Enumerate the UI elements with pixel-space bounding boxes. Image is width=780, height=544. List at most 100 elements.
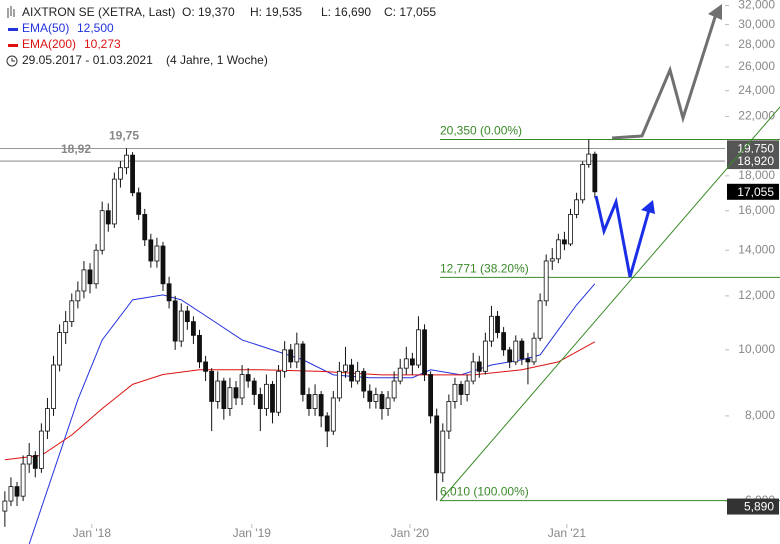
fib-label: 12,771 (38.20%) [440, 262, 529, 276]
y-tick-label: 24,000 [738, 83, 775, 97]
candle-body [361, 370, 367, 392]
blue-arrow-head [641, 200, 655, 214]
x-tick-label: Jan '20 [391, 526, 430, 540]
ema200-name: EMA(200) [22, 37, 76, 51]
candle-body [251, 380, 257, 395]
candle-body [476, 361, 482, 372]
clock-icon [6, 55, 18, 67]
candle-body [440, 430, 446, 474]
candle-body [464, 380, 470, 395]
candle-icon [7, 6, 15, 18]
price-box [727, 498, 779, 515]
candle-body [452, 383, 458, 402]
candle-body [306, 394, 312, 409]
candle-body [312, 394, 318, 409]
candle-body [586, 153, 592, 165]
y-tick-label: 26,000 [738, 59, 775, 73]
ohlc-high: H: 19,535 [250, 5, 302, 19]
y-tick-label: 30,000 [738, 17, 775, 31]
candle-body [63, 321, 69, 333]
ohlc-close: C: 17,055 [384, 5, 436, 19]
candle-body [324, 415, 330, 432]
candle-body [543, 260, 549, 302]
candle-body [142, 214, 148, 241]
candle-body [495, 315, 500, 333]
candle-body [428, 374, 434, 417]
candle-body [32, 455, 38, 469]
candle-body [434, 415, 440, 474]
candle-body [537, 300, 543, 339]
price-box [727, 140, 779, 157]
price-box-label: 5,890 [744, 500, 774, 514]
instrument: AIXTRON SE (XETRA, Last) [22, 5, 175, 19]
candle-body [336, 370, 342, 399]
candle-body [531, 337, 537, 363]
ema-line [4, 341, 596, 461]
candle-body [525, 358, 531, 363]
candle-body [209, 370, 215, 402]
candle-body [501, 332, 507, 351]
candle-body [379, 394, 385, 409]
candle-body [203, 361, 208, 372]
candle-body [45, 408, 50, 432]
candle-body [178, 310, 184, 342]
x-tick-label: Jan '21 [548, 526, 587, 540]
candle-body [416, 329, 421, 366]
level-label: 18,92 [61, 142, 91, 156]
y-tick-label: 18,000 [738, 168, 775, 182]
ema-line [28, 283, 596, 544]
candle-body [397, 367, 403, 382]
candle-body [136, 192, 142, 215]
candle-body [409, 358, 415, 366]
candle-body [118, 167, 123, 180]
clock-hand [11, 58, 15, 62]
candle-body [355, 370, 361, 382]
candle-body [8, 486, 14, 502]
candle-body [26, 455, 32, 465]
x-tick-label: Jan '18 [73, 526, 112, 540]
ohlc-open: O: 19,370 [182, 5, 235, 19]
candle-body [592, 153, 598, 193]
price-box-label: 17,055 [737, 185, 774, 199]
candle-body [172, 300, 178, 342]
fib-label: 20,350 (0.00%) [440, 124, 522, 138]
candle-body [318, 394, 324, 417]
legend: AIXTRON SE (XETRA, Last) O: 19,370 H: 19… [6, 5, 436, 67]
candle-body [154, 245, 160, 262]
y-tick-label: 10,000 [738, 342, 775, 356]
candle-body [276, 370, 281, 413]
candle-body [513, 340, 519, 363]
candle-body [69, 300, 75, 323]
candle-body [373, 394, 379, 402]
candle-body [184, 310, 190, 323]
fib-label: 6,010 (100.00%) [440, 485, 529, 499]
candle-body [105, 210, 111, 225]
candle-body [215, 380, 221, 402]
ema50-name: EMA(50) [22, 21, 69, 35]
candle-body [239, 374, 245, 399]
x-tick-label: Jan '19 [233, 526, 272, 540]
period: 29.05.2017 - 01.03.2021 [22, 53, 153, 67]
trend-line [439, 106, 780, 502]
candle-body [294, 343, 300, 363]
candle-body [38, 430, 44, 469]
candle-body [422, 329, 427, 375]
candle-body [93, 249, 99, 285]
candle-body [75, 290, 81, 302]
candle-body [197, 334, 202, 363]
price-box [727, 153, 779, 170]
candle-body [549, 258, 555, 262]
candle-body [227, 387, 233, 409]
price-box [727, 183, 779, 200]
candle-body [99, 210, 105, 251]
candle-body [343, 364, 348, 372]
candle-body [403, 358, 409, 369]
candle-body [191, 321, 196, 336]
candle-body [555, 239, 561, 260]
candle-body [81, 269, 87, 292]
candle-body [124, 154, 129, 169]
price-box-label: 18,920 [737, 154, 774, 168]
candle-body [257, 394, 263, 409]
gray-arrow-head [708, 4, 722, 20]
